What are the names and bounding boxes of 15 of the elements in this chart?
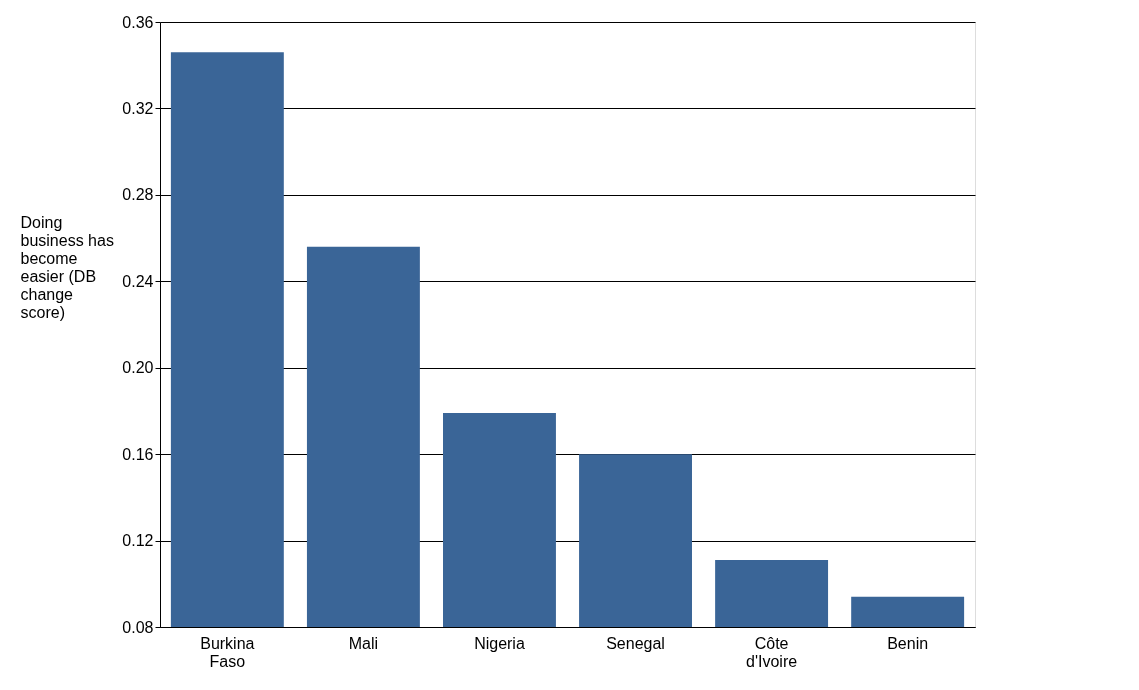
y-tick-label: 0.24 [122,272,154,290]
y-axis-title: Doing business has become easier (DB change score) [20,213,114,321]
x-tick-label: Nigeria [474,634,525,652]
y-tick-label: 0.12 [122,532,154,550]
y-tick-label: 0.28 [122,186,154,204]
y-tick-label: 0.32 [122,99,154,117]
y-tick-label: 0.20 [122,359,154,377]
y-tick-label: 0.16 [122,445,154,463]
x-tick-label: Mali [348,634,379,652]
x-tick-label: Benin [887,634,929,652]
y-tick-label: 0.08 [122,618,154,636]
x-tick-label: Côte d'Ivoire [746,634,798,670]
x-tick-label: Senegal [606,634,665,652]
y-tick-label: 0.36 [122,13,154,31]
x-tick-label: Burkina Faso [200,634,255,670]
